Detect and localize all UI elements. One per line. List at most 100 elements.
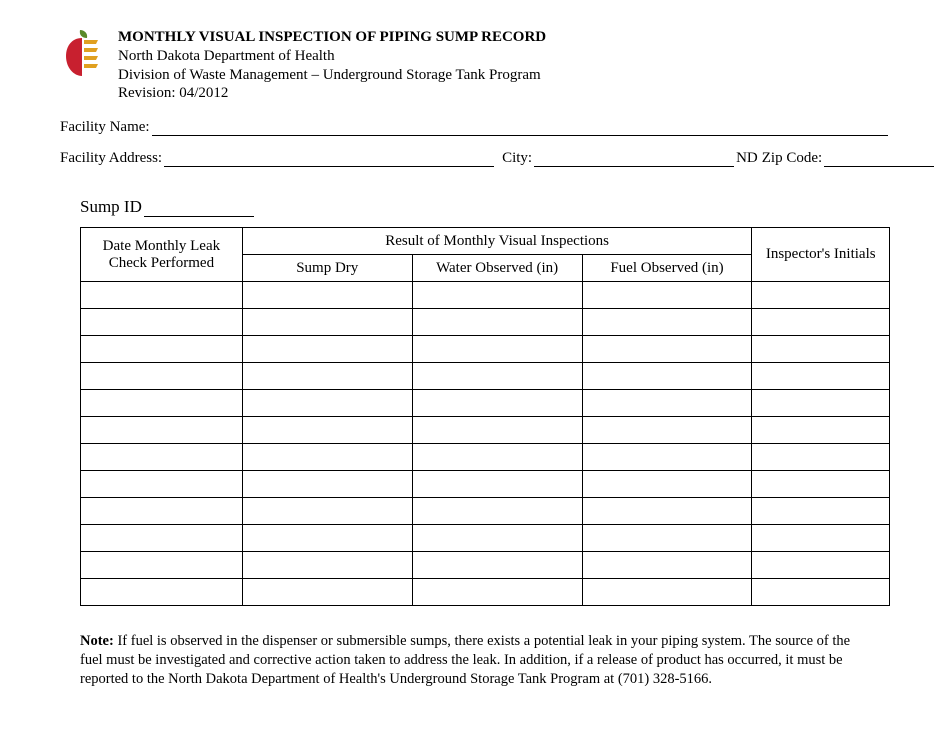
table-row xyxy=(81,417,890,444)
table-row xyxy=(81,552,890,579)
zip-input[interactable] xyxy=(824,152,934,167)
logo-icon xyxy=(60,28,104,78)
facility-name-input[interactable] xyxy=(152,121,888,136)
table-cell[interactable] xyxy=(81,390,243,417)
table-cell[interactable] xyxy=(582,444,752,471)
facility-name-row: Facility Name: xyxy=(60,119,890,136)
table-row xyxy=(81,444,890,471)
table-cell[interactable] xyxy=(582,417,752,444)
table-cell[interactable] xyxy=(81,525,243,552)
table-cell[interactable] xyxy=(242,525,412,552)
col-date-header: Date Monthly Leak Check Performed xyxy=(81,228,243,282)
table-cell[interactable] xyxy=(412,444,582,471)
table-row xyxy=(81,363,890,390)
table-row xyxy=(81,498,890,525)
table-row xyxy=(81,282,890,309)
table-cell[interactable] xyxy=(81,417,243,444)
table-cell[interactable] xyxy=(582,309,752,336)
table-cell[interactable] xyxy=(752,471,890,498)
table-cell[interactable] xyxy=(242,498,412,525)
sump-id-row: Sump ID xyxy=(80,197,890,217)
table-cell[interactable] xyxy=(412,417,582,444)
table-body xyxy=(81,282,890,606)
table-cell[interactable] xyxy=(242,363,412,390)
table-cell[interactable] xyxy=(412,498,582,525)
col-result-header: Result of Monthly Visual Inspections xyxy=(242,228,752,255)
table-cell[interactable] xyxy=(582,471,752,498)
table-cell[interactable] xyxy=(242,309,412,336)
table-cell[interactable] xyxy=(752,525,890,552)
table-cell[interactable] xyxy=(752,282,890,309)
table-cell[interactable] xyxy=(242,579,412,606)
table-cell[interactable] xyxy=(81,552,243,579)
table-cell[interactable] xyxy=(81,471,243,498)
table-cell[interactable] xyxy=(242,471,412,498)
table-cell[interactable] xyxy=(582,525,752,552)
table-cell[interactable] xyxy=(752,552,890,579)
city-input[interactable] xyxy=(534,152,734,167)
table-cell[interactable] xyxy=(752,390,890,417)
table-cell[interactable] xyxy=(81,309,243,336)
table-cell[interactable] xyxy=(242,444,412,471)
division-line: Division of Waste Management – Undergrou… xyxy=(118,66,546,85)
table-cell[interactable] xyxy=(752,336,890,363)
table-head: Date Monthly Leak Check Performed Result… xyxy=(81,228,890,282)
note-label: Note: xyxy=(80,633,114,649)
table-cell[interactable] xyxy=(752,579,890,606)
dept-line: North Dakota Department of Health xyxy=(118,47,546,66)
table-cell[interactable] xyxy=(582,390,752,417)
table-cell[interactable] xyxy=(242,417,412,444)
table-cell[interactable] xyxy=(81,363,243,390)
sump-id-label: Sump ID xyxy=(80,197,142,217)
table-cell[interactable] xyxy=(412,390,582,417)
table-cell[interactable] xyxy=(752,417,890,444)
table-cell[interactable] xyxy=(412,579,582,606)
table-row xyxy=(81,525,890,552)
table-cell[interactable] xyxy=(242,390,412,417)
sump-id-input[interactable] xyxy=(144,202,254,217)
table-cell[interactable] xyxy=(582,552,752,579)
table-cell[interactable] xyxy=(412,363,582,390)
table-cell[interactable] xyxy=(242,282,412,309)
table-row xyxy=(81,309,890,336)
table-cell[interactable] xyxy=(582,282,752,309)
table-row xyxy=(81,336,890,363)
table-cell[interactable] xyxy=(752,444,890,471)
facility-address-label: Facility Address: xyxy=(60,150,162,167)
table-row xyxy=(81,579,890,606)
facility-name-label: Facility Name: xyxy=(60,119,150,136)
table-cell[interactable] xyxy=(81,579,243,606)
header-text: MONTHLY VISUAL INSPECTION OF PIPING SUMP… xyxy=(118,28,546,103)
table-row xyxy=(81,390,890,417)
table-cell[interactable] xyxy=(242,336,412,363)
inspection-table: Date Monthly Leak Check Performed Result… xyxy=(80,227,890,606)
table-cell[interactable] xyxy=(412,309,582,336)
table-cell[interactable] xyxy=(412,471,582,498)
table-cell[interactable] xyxy=(752,498,890,525)
table-cell[interactable] xyxy=(582,498,752,525)
header-block: MONTHLY VISUAL INSPECTION OF PIPING SUMP… xyxy=(60,28,890,103)
revision-line: Revision: 04/2012 xyxy=(118,84,546,103)
table-cell[interactable] xyxy=(752,363,890,390)
col-water-header: Water Observed (in) xyxy=(412,255,582,282)
page-title: MONTHLY VISUAL INSPECTION OF PIPING SUMP… xyxy=(118,28,546,47)
table-cell[interactable] xyxy=(412,336,582,363)
facility-address-input[interactable] xyxy=(164,152,494,167)
zip-label: Zip Code: xyxy=(762,150,822,167)
page: MONTHLY VISUAL INSPECTION OF PIPING SUMP… xyxy=(0,0,950,733)
state-label: ND xyxy=(736,150,758,167)
table-cell[interactable] xyxy=(582,579,752,606)
table-cell[interactable] xyxy=(412,282,582,309)
table-cell[interactable] xyxy=(412,552,582,579)
col-initials-header: Inspector's Initials xyxy=(752,228,890,282)
table-cell[interactable] xyxy=(81,336,243,363)
table-cell[interactable] xyxy=(81,498,243,525)
table-cell[interactable] xyxy=(412,525,582,552)
table-cell[interactable] xyxy=(582,363,752,390)
table-cell[interactable] xyxy=(752,309,890,336)
table-cell[interactable] xyxy=(582,336,752,363)
table-cell[interactable] xyxy=(81,282,243,309)
table-cell[interactable] xyxy=(81,444,243,471)
city-label: City: xyxy=(502,150,532,167)
table-cell[interactable] xyxy=(242,552,412,579)
